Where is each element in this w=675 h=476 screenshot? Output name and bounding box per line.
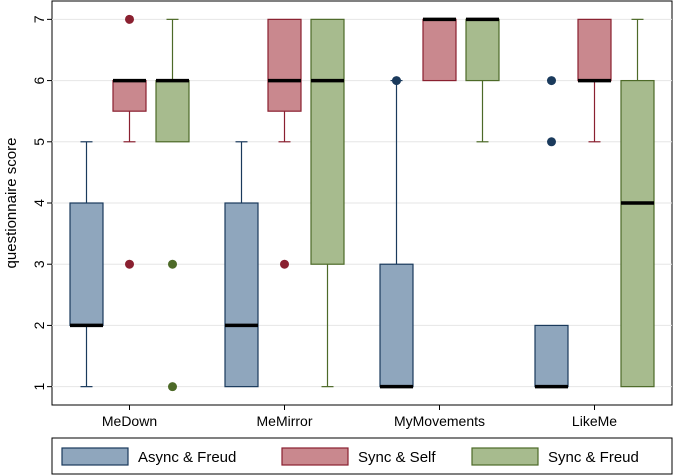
box-1-1 [267,18,302,269]
box-rect [577,18,612,82]
gridlines [52,18,672,388]
outlier-point-0 [168,382,177,392]
box-1-2 [310,18,345,388]
y-axis: 1 2 3 4 5 6 7 [31,15,52,391]
box-rect [69,202,104,327]
box-3-1 [577,18,612,143]
y-tick-label-2: 2 [31,321,47,329]
x-tick-label-1: MeMirror [257,413,313,429]
y-tick-label-6: 6 [31,76,47,84]
box-rect [310,18,345,265]
box-rect [534,324,569,388]
x-tick-label-2: MyMovements [394,413,485,429]
box-3-2 [620,18,655,388]
outlier-point-0 [392,76,401,86]
outlier-point-1 [168,259,177,269]
legend-label-1: Sync & Self [358,449,436,466]
legend-frame [51,437,673,475]
box-rect [267,18,302,112]
legend-swatch-1 [281,447,349,466]
box-3-0 [534,76,569,389]
y-tick-label-1: 1 [31,383,47,391]
box-rect [224,202,259,388]
box-series [69,14,655,392]
box-1-0 [224,141,259,388]
box-rect [379,263,414,388]
box-rect [422,18,457,82]
legend-label-2: Sync & Freud [548,449,639,466]
y-tick-label-4: 4 [31,199,47,207]
legend-label-0: Async & Freud [138,449,236,466]
box-2-1 [422,17,457,82]
x-tick-label-0: MeDown [102,413,157,429]
box-2-2 [465,17,500,143]
y-axis-title: questionnaire score [3,138,20,269]
legend-swatch-0 [61,447,129,466]
box-rect [155,79,190,143]
box-0-1 [112,14,147,269]
box-0-2 [155,18,190,392]
outlier-point-0 [547,137,556,147]
x-axis: MeDown MeMirror MyMovements LikeMe [102,405,617,429]
outlier-point-1 [547,76,556,86]
box-rect [465,18,500,82]
box-rect [620,79,655,388]
outlier-point-0 [280,259,289,269]
outlier-point-0 [125,259,134,269]
box-0-0 [69,141,104,388]
y-tick-label-7: 7 [31,15,47,23]
y-tick-label-5: 5 [31,138,47,146]
legend: Async & Freud Sync & Self Sync & Freud [51,437,673,475]
outlier-point-1 [125,14,134,24]
y-tick-label-3: 3 [31,260,47,268]
box-rect [112,79,147,112]
box-2-0 [379,76,414,389]
x-tick-label-3: LikeMe [572,413,617,429]
legend-swatch-2 [471,447,539,466]
